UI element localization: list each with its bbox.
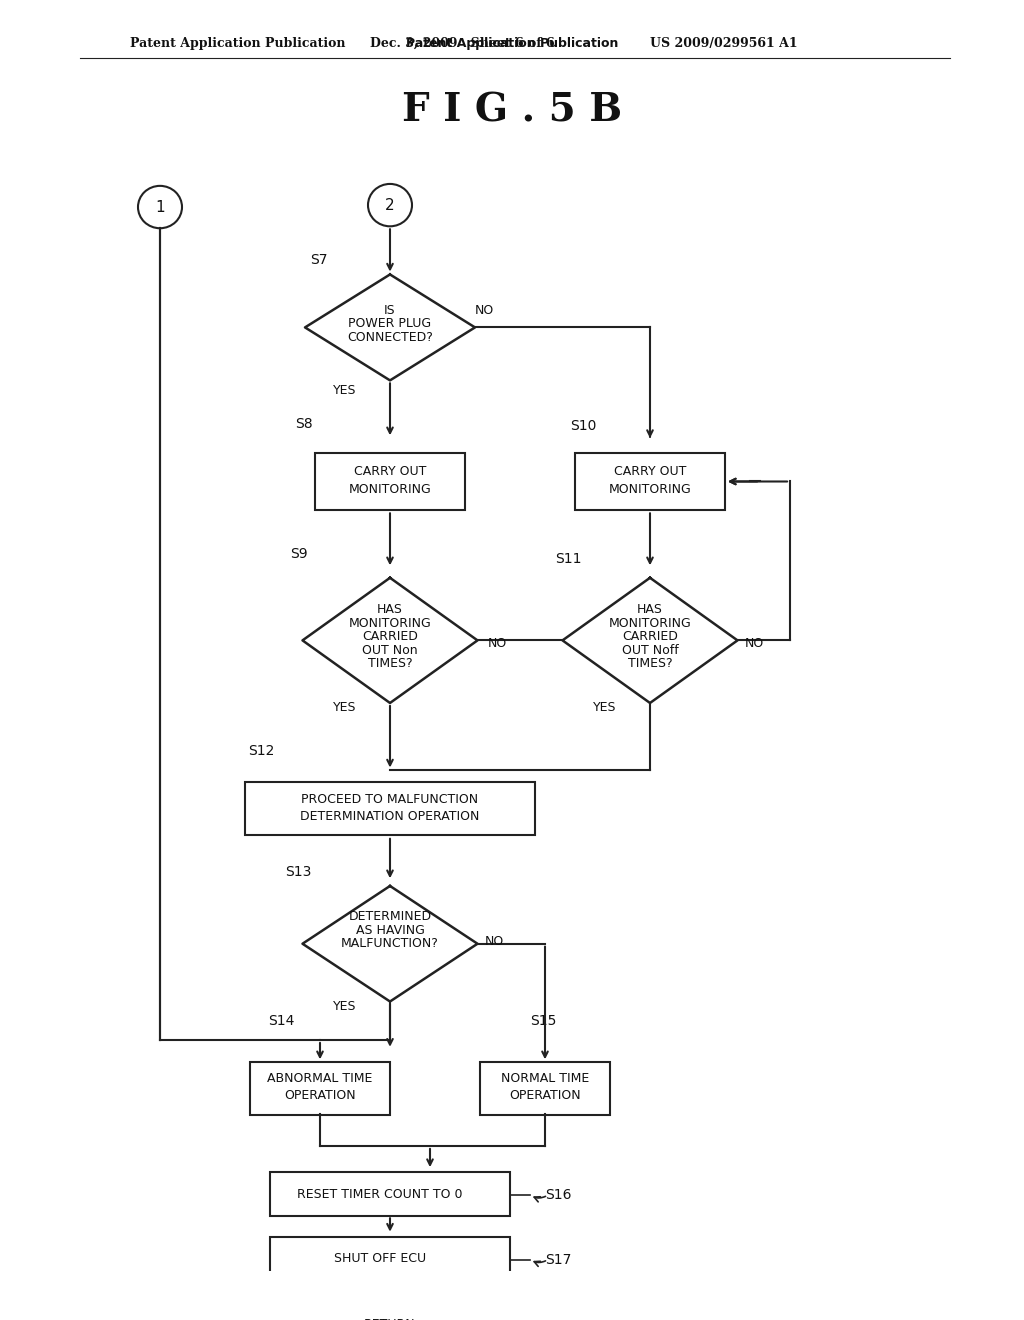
Text: SHUT OFF ECU: SHUT OFF ECU: [334, 1253, 426, 1265]
Text: MONITORING: MONITORING: [608, 616, 691, 630]
Text: AS HAVING: AS HAVING: [355, 924, 424, 937]
Bar: [245, 783, 535, 836]
Text: YES: YES: [593, 701, 616, 714]
Text: OPERATION: OPERATION: [509, 1089, 581, 1102]
Text: MONITORING: MONITORING: [348, 483, 431, 496]
Text: S11: S11: [555, 552, 582, 565]
Text: DETERMINATION OPERATION: DETERMINATION OPERATION: [300, 810, 479, 824]
Text: IS: IS: [384, 304, 396, 317]
Text: CARRIED: CARRIED: [362, 630, 418, 643]
Text: RESET TIMER COUNT TO 0: RESET TIMER COUNT TO 0: [297, 1188, 463, 1201]
Text: NO: NO: [485, 936, 504, 948]
Text: ABNORMAL TIME: ABNORMAL TIME: [267, 1072, 373, 1085]
Text: YES: YES: [333, 701, 356, 714]
Text: US 2009/0299561 A1: US 2009/0299561 A1: [650, 37, 798, 50]
Bar: [575, 453, 725, 511]
Text: S16: S16: [545, 1188, 571, 1203]
Text: 1: 1: [156, 199, 165, 215]
Text: CONNECTED?: CONNECTED?: [347, 330, 433, 343]
Text: 2: 2: [385, 198, 395, 213]
Bar: [270, 1237, 510, 1280]
Text: POWER PLUG: POWER PLUG: [348, 317, 431, 330]
Text: RETURN: RETURN: [365, 1317, 416, 1320]
Text: S10: S10: [570, 418, 596, 433]
Text: Patent Application Publication: Patent Application Publication: [406, 37, 618, 50]
Text: YES: YES: [333, 999, 356, 1012]
Text: CARRY OUT: CARRY OUT: [613, 466, 686, 478]
Text: S15: S15: [530, 1014, 556, 1028]
Text: S14: S14: [268, 1014, 294, 1028]
Text: S17: S17: [545, 1253, 571, 1267]
Text: S12: S12: [248, 744, 274, 758]
Text: S13: S13: [285, 865, 311, 879]
Text: TIMES?: TIMES?: [628, 657, 673, 671]
Text: OUT Non: OUT Non: [362, 644, 418, 656]
Text: PROCEED TO MALFUNCTION: PROCEED TO MALFUNCTION: [301, 793, 478, 805]
Text: Patent Application Publication: Patent Application Publication: [130, 37, 345, 50]
Text: TIMES?: TIMES?: [368, 657, 413, 671]
Text: OUT Noff: OUT Noff: [622, 644, 678, 656]
Text: OPERATION: OPERATION: [285, 1089, 355, 1102]
Text: HAS: HAS: [377, 603, 402, 616]
Text: CARRY OUT: CARRY OUT: [354, 466, 426, 478]
Text: S8: S8: [295, 417, 312, 430]
Text: S9: S9: [290, 546, 307, 561]
Text: Dec. 3, 2009   Sheet 6 of 6: Dec. 3, 2009 Sheet 6 of 6: [370, 37, 555, 50]
Text: HAS: HAS: [637, 603, 663, 616]
Text: NO: NO: [745, 636, 764, 649]
Bar: [270, 1172, 510, 1216]
Text: NORMAL TIME: NORMAL TIME: [501, 1072, 589, 1085]
Text: YES: YES: [333, 384, 356, 396]
Text: CARRIED: CARRIED: [622, 630, 678, 643]
Text: DETERMINED: DETERMINED: [348, 911, 431, 923]
Text: MONITORING: MONITORING: [608, 483, 691, 496]
Text: NO: NO: [488, 636, 507, 649]
Text: S7: S7: [310, 253, 328, 267]
Text: MONITORING: MONITORING: [348, 616, 431, 630]
Bar: [315, 453, 465, 511]
Text: NO: NO: [475, 304, 495, 317]
Bar: [250, 1061, 390, 1114]
Text: MALFUNCTION?: MALFUNCTION?: [341, 937, 439, 950]
Bar: [480, 1061, 610, 1114]
Text: F I G . 5 B: F I G . 5 B: [402, 92, 622, 129]
